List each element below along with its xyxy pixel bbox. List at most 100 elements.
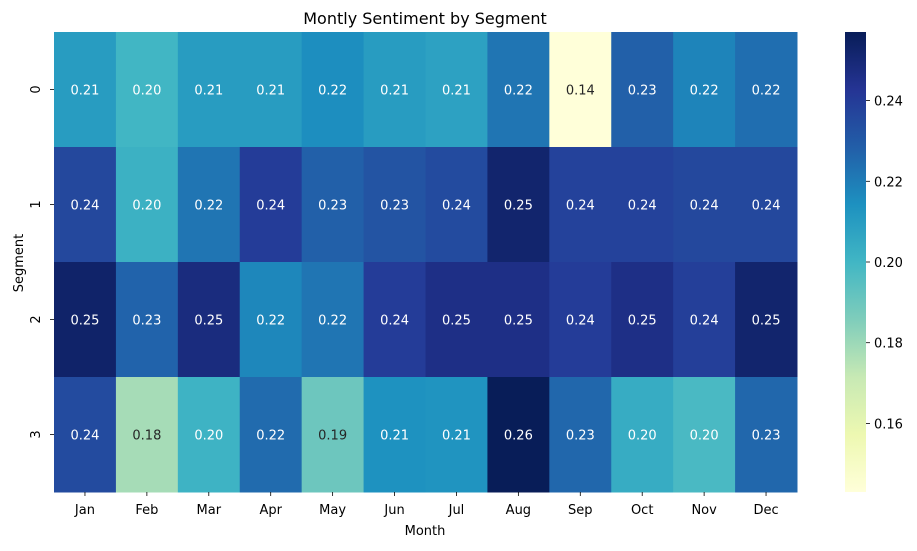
x-tick-label: Feb [135,503,158,518]
x-tick-label: May [319,503,346,518]
heatmap-cell [735,147,798,263]
colorbar-ticks: 0.16 0.18 0.20 0.22 0.24 [866,95,903,432]
cell-value-label: 0.21 [442,429,471,444]
x-tick-label: Oct [631,503,653,518]
heatmap-cell [735,32,798,148]
heatmap-cell [673,262,736,378]
y-axis-label: Segment [12,234,27,293]
cell-value-label: 0.25 [70,314,99,329]
cell-value-label: 0.22 [504,84,533,99]
heatmap-cell [301,262,365,378]
cell-value-label: 0.25 [194,314,223,329]
x-tick-label: Sep [568,503,593,518]
x-axis-ticks: Jan Feb Mar Apr May Jun Jul Aug Sep Oct Nov Dec [74,492,779,518]
heatmap-cell [611,147,674,263]
heatmap-cell [54,262,117,378]
heatmap-cell [549,32,612,148]
heatmap-cell [177,377,241,493]
cell-value-label: 0.24 [256,199,285,214]
cell-value-label: 0.20 [690,429,719,444]
heatmap-cell [611,32,674,148]
cell-value-label: 0.23 [628,84,657,99]
cell-value-label: 0.20 [194,429,223,444]
cell-value-label: 0.24 [752,199,781,214]
x-tick-label: Apr [259,503,282,518]
heatmap-cell [425,147,488,263]
heatmap-cell [54,32,117,148]
heatmap-cell [673,32,736,148]
y-tick-label: 0 [29,85,44,93]
cell-value-label: 0.22 [256,429,285,444]
cell-value-labels: 0.21 0.20 0.21 0.21 0.22 0.21 0.21 0.22 0.14 0.23… [70,84,780,444]
cell-value-label: 0.22 [194,199,223,214]
cell-value-label: 0.22 [752,84,781,99]
chart-title: Montly Sentiment by Segment [303,9,547,28]
cell-value-label: 0.21 [380,84,409,99]
heatmap-cell [363,377,426,493]
cell-value-label: 0.25 [504,199,533,214]
cell-value-label: 0.26 [504,429,533,444]
cell-value-label: 0.20 [132,84,161,99]
heatmap-cell [735,262,798,378]
y-tick-label: 2 [29,315,44,323]
heatmap-cell [425,32,488,148]
cell-value-label: 0.24 [566,199,595,214]
colorbar-tick-label: 0.20 [874,256,903,271]
cell-value-label: 0.24 [690,314,719,329]
cell-value-label: 0.25 [628,314,657,329]
heatmap-cell [735,377,798,493]
cell-value-label: 0.21 [256,84,285,99]
heatmap-cell [487,262,550,378]
heatmap-cell [301,147,365,263]
heatmap-cell [54,377,117,493]
heatmap-cell [177,32,241,148]
heatmap-cell [239,377,303,493]
heatmap-cells [54,32,798,493]
heatmap-cell [673,147,736,263]
cell-value-label: 0.25 [752,314,781,329]
heatmap-cell [549,262,612,378]
cell-value-label: 0.24 [70,199,99,214]
x-axis-label: Month [405,524,446,539]
heatmap-cell [487,32,550,148]
heatmap-cell [611,377,674,493]
colorbar-tick-label: 0.24 [874,95,903,110]
cell-value-label: 0.24 [380,314,409,329]
cell-value-label: 0.19 [318,429,347,444]
heatmap-cell [425,262,488,378]
cell-value-label: 0.23 [318,199,347,214]
cell-value-label: 0.20 [628,429,657,444]
heatmap-cell [239,262,303,378]
x-tick-label: Dec [753,503,778,518]
heatmap-cell [549,377,612,493]
cell-value-label: 0.24 [566,314,595,329]
x-tick-label: Jul [448,503,465,518]
y-tick-label: 1 [29,200,44,208]
x-tick-label: Jun [383,503,404,518]
cell-value-label: 0.22 [318,84,347,99]
cell-value-label: 0.23 [566,429,595,444]
cell-value-label: 0.22 [690,84,719,99]
y-tick-label: 3 [29,430,44,438]
heatmap-cell [549,147,612,263]
heatmap-cell [115,262,179,378]
heatmap-cell [239,32,303,148]
cell-value-label: 0.14 [566,84,595,99]
x-tick-label: Jan [74,503,95,518]
cell-value-label: 0.21 [194,84,223,99]
heatmap-cell [363,32,426,148]
heatmap-cell [673,377,736,493]
heatmap-cell [363,262,426,378]
heatmap-cell [115,147,179,263]
cell-value-label: 0.18 [132,429,161,444]
colorbar [845,32,866,492]
heatmap-cell [611,262,674,378]
cell-value-label: 0.24 [442,199,471,214]
heatmap-cell [115,377,179,493]
cell-value-label: 0.22 [256,314,285,329]
cell-value-label: 0.20 [132,199,161,214]
colorbar-tick-label: 0.18 [874,337,903,352]
cell-value-label: 0.23 [752,429,781,444]
cell-value-label: 0.23 [380,199,409,214]
heatmap-cell [177,147,241,263]
